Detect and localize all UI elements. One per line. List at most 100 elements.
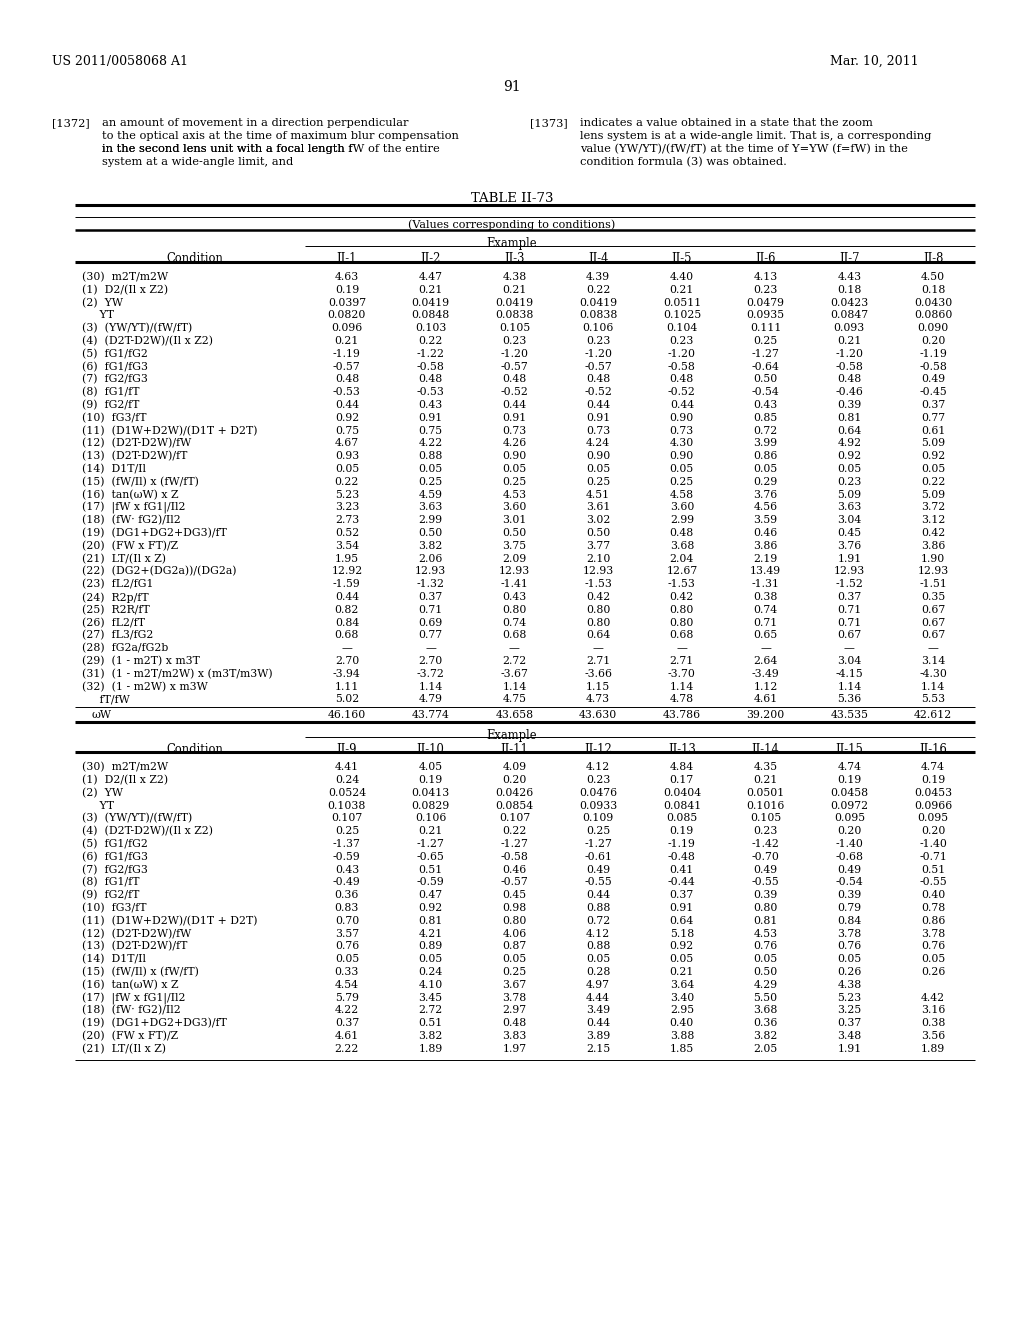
Text: 2.99: 2.99 [419, 515, 442, 525]
Text: 0.92: 0.92 [670, 941, 694, 952]
Text: 0.49: 0.49 [838, 865, 861, 875]
Text: condition formula (3) was obtained.: condition formula (3) was obtained. [580, 157, 786, 168]
Text: 0.44: 0.44 [670, 400, 694, 411]
Text: 3.77: 3.77 [586, 541, 610, 550]
Text: 0.85: 0.85 [754, 413, 778, 422]
Text: -0.53: -0.53 [417, 387, 444, 397]
Text: 0.05: 0.05 [419, 465, 442, 474]
Text: 2.71: 2.71 [670, 656, 694, 667]
Text: 42.612: 42.612 [914, 710, 952, 721]
Text: 0.0972: 0.0972 [830, 801, 868, 810]
Text: 3.78: 3.78 [921, 928, 945, 939]
Text: 0.20: 0.20 [502, 775, 526, 785]
Text: -1.19: -1.19 [333, 348, 360, 359]
Text: 0.0419: 0.0419 [496, 297, 534, 308]
Text: 3.56: 3.56 [921, 1031, 945, 1041]
Text: 0.23: 0.23 [586, 775, 610, 785]
Text: 43.786: 43.786 [663, 710, 701, 721]
Text: 43.774: 43.774 [412, 710, 450, 721]
Text: -0.53: -0.53 [333, 387, 360, 397]
Text: 4.67: 4.67 [335, 438, 359, 449]
Text: 0.19: 0.19 [838, 775, 861, 785]
Text: 0.70: 0.70 [335, 916, 359, 925]
Text: 0.05: 0.05 [335, 954, 359, 964]
Text: 0.23: 0.23 [838, 477, 861, 487]
Text: 4.73: 4.73 [586, 694, 610, 705]
Text: 0.48: 0.48 [502, 1018, 526, 1028]
Text: -0.44: -0.44 [668, 878, 695, 887]
Text: 39.200: 39.200 [746, 710, 784, 721]
Text: 0.44: 0.44 [335, 591, 359, 602]
Text: 3.75: 3.75 [503, 541, 526, 550]
Text: 0.0848: 0.0848 [412, 310, 450, 321]
Text: 0.05: 0.05 [586, 465, 610, 474]
Text: 0.86: 0.86 [754, 451, 778, 461]
Text: 0.67: 0.67 [921, 631, 945, 640]
Text: -1.20: -1.20 [501, 348, 528, 359]
Text: 0.25: 0.25 [586, 826, 610, 836]
Text: 0.71: 0.71 [838, 605, 861, 615]
Text: -0.70: -0.70 [752, 851, 779, 862]
Text: II-16: II-16 [920, 743, 947, 756]
Text: (21)  LT/(Il x Z): (21) LT/(Il x Z) [82, 1044, 166, 1055]
Text: -1.51: -1.51 [920, 579, 947, 589]
Text: 0.26: 0.26 [838, 968, 861, 977]
Text: (21)  LT/(Il x Z): (21) LT/(Il x Z) [82, 553, 166, 564]
Text: 2.64: 2.64 [754, 656, 778, 667]
Text: 0.05: 0.05 [838, 465, 861, 474]
Text: 3.59: 3.59 [754, 515, 777, 525]
Text: 0.51: 0.51 [419, 865, 442, 875]
Text: 2.15: 2.15 [586, 1044, 610, 1053]
Text: indicates a value obtained in a state that the zoom: indicates a value obtained in a state th… [580, 117, 872, 128]
Text: 4.24: 4.24 [586, 438, 610, 449]
Text: 0.23: 0.23 [754, 826, 778, 836]
Text: -0.68: -0.68 [836, 851, 863, 862]
Text: 3.63: 3.63 [419, 503, 442, 512]
Text: 0.29: 0.29 [754, 477, 778, 487]
Text: 2.97: 2.97 [503, 1006, 526, 1015]
Text: -3.66: -3.66 [584, 669, 612, 678]
Text: 2.04: 2.04 [670, 553, 694, 564]
Text: 3.02: 3.02 [586, 515, 610, 525]
Text: 0.37: 0.37 [838, 591, 861, 602]
Text: -0.45: -0.45 [920, 387, 947, 397]
Text: 4.53: 4.53 [754, 928, 777, 939]
Text: -0.57: -0.57 [333, 362, 360, 372]
Text: 0.37: 0.37 [419, 591, 442, 602]
Text: -1.32: -1.32 [417, 579, 444, 589]
Text: 1.85: 1.85 [670, 1044, 694, 1053]
Text: -0.46: -0.46 [836, 387, 863, 397]
Text: 3.63: 3.63 [838, 503, 861, 512]
Text: 0.43: 0.43 [754, 400, 778, 411]
Text: 0.50: 0.50 [502, 528, 526, 539]
Text: 0.75: 0.75 [419, 425, 442, 436]
Text: -0.49: -0.49 [333, 878, 360, 887]
Text: 0.21: 0.21 [754, 775, 778, 785]
Text: II-8: II-8 [923, 252, 943, 265]
Text: 0.0854: 0.0854 [496, 801, 534, 810]
Text: (28)  fG2a/fG2b: (28) fG2a/fG2b [82, 643, 168, 653]
Text: 0.90: 0.90 [502, 451, 526, 461]
Text: -0.52: -0.52 [584, 387, 612, 397]
Text: 4.13: 4.13 [754, 272, 778, 282]
Text: 0.86: 0.86 [921, 916, 945, 925]
Text: 0.44: 0.44 [335, 400, 359, 411]
Text: -3.49: -3.49 [752, 669, 779, 678]
Text: II-2: II-2 [421, 252, 440, 265]
Text: 0.0829: 0.0829 [412, 801, 450, 810]
Text: -3.94: -3.94 [333, 669, 360, 678]
Text: 0.21: 0.21 [419, 826, 442, 836]
Text: 1.15: 1.15 [586, 681, 610, 692]
Text: 2.95: 2.95 [670, 1006, 694, 1015]
Text: 4.92: 4.92 [838, 438, 861, 449]
Text: 0.22: 0.22 [586, 285, 610, 294]
Text: (4)  (D2T-D2W)/(Il x Z2): (4) (D2T-D2W)/(Il x Z2) [82, 337, 213, 346]
Text: 0.1038: 0.1038 [328, 801, 366, 810]
Text: 3.14: 3.14 [921, 656, 945, 667]
Text: 0.77: 0.77 [921, 413, 945, 422]
Text: 0.37: 0.37 [838, 1018, 861, 1028]
Text: 13.49: 13.49 [750, 566, 781, 577]
Text: 1.11: 1.11 [335, 681, 359, 692]
Text: 0.90: 0.90 [670, 451, 694, 461]
Text: 4.63: 4.63 [335, 272, 359, 282]
